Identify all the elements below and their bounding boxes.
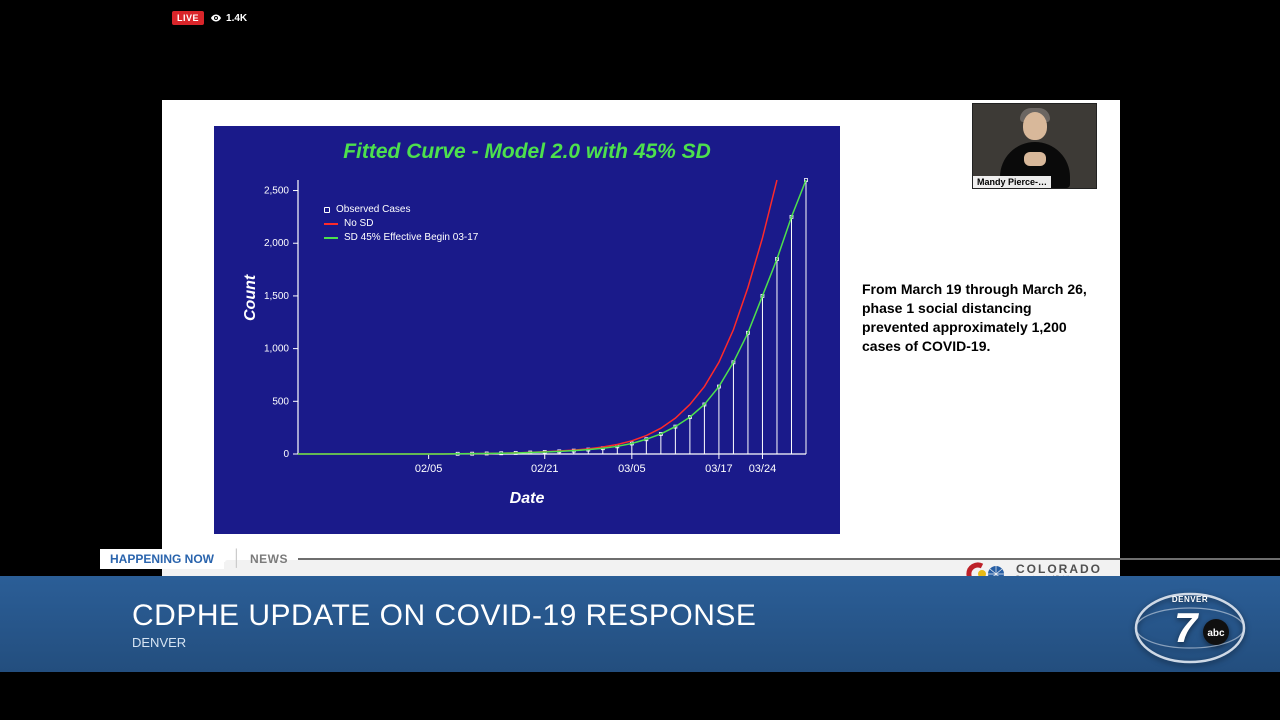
live-badge: LIVE: [172, 11, 204, 25]
svg-text:03/05: 03/05: [618, 463, 646, 475]
svg-text:02/05: 02/05: [415, 463, 443, 475]
chart-title: Fitted Curve - Model 2.0 with 45% SD: [214, 140, 840, 164]
slide-caption: From March 19 through March 26, phase 1 …: [862, 280, 1094, 356]
svg-text:03/17: 03/17: [705, 463, 733, 475]
video-frame: LIVE 1.4K Fitted Curve - Model 2.0 with …: [0, 0, 1280, 720]
ticker-separator: │: [232, 550, 242, 568]
svg-text:500: 500: [272, 396, 289, 407]
svg-text:1,500: 1,500: [264, 291, 289, 302]
news-ticker: HAPPENING NOW │ NEWS: [100, 548, 1280, 570]
ticker-rule: [298, 558, 1280, 560]
ticker-tag: HAPPENING NOW: [100, 549, 224, 569]
x-axis-label: Date: [214, 490, 840, 508]
lower-third: CDPHE UPDATE ON COVID-19 RESPONSE DENVER: [0, 576, 1280, 672]
svg-text:1,000: 1,000: [264, 344, 289, 355]
chart-panel: Fitted Curve - Model 2.0 with 45% SD Cou…: [214, 126, 840, 534]
bottom-black-bar: [0, 672, 1280, 720]
eye-icon: [210, 12, 222, 24]
svg-text:0: 0: [283, 449, 289, 460]
live-indicator: LIVE 1.4K: [172, 10, 247, 26]
location: DENVER: [132, 635, 1280, 650]
network-logo: abc: [1207, 628, 1225, 639]
svg-text:02/21: 02/21: [531, 463, 559, 475]
station-market: DENVER: [1172, 595, 1208, 604]
asl-name-tag: Mandy Pierce-…: [973, 176, 1051, 188]
viewer-count-value: 1.4K: [226, 13, 247, 24]
station-number: 7: [1174, 604, 1199, 651]
asl-interpreter-video: Mandy Pierce-…: [972, 103, 1097, 189]
asl-figure: [1024, 152, 1046, 166]
y-axis-label: Count: [242, 275, 260, 321]
station-bug: DENVER 7 abc: [1130, 582, 1250, 666]
asl-figure: [1023, 112, 1047, 140]
viewer-count: 1.4K: [210, 12, 247, 24]
ticker-label: NEWS: [250, 552, 288, 566]
svg-text:2,500: 2,500: [264, 186, 289, 197]
chart-plot: 05001,0001,5002,0002,50002/0502/2103/050…: [298, 180, 806, 454]
headline: CDPHE UPDATE ON COVID-19 RESPONSE: [132, 599, 1280, 633]
svg-text:2,000: 2,000: [264, 238, 289, 249]
svg-text:03/24: 03/24: [749, 463, 777, 475]
